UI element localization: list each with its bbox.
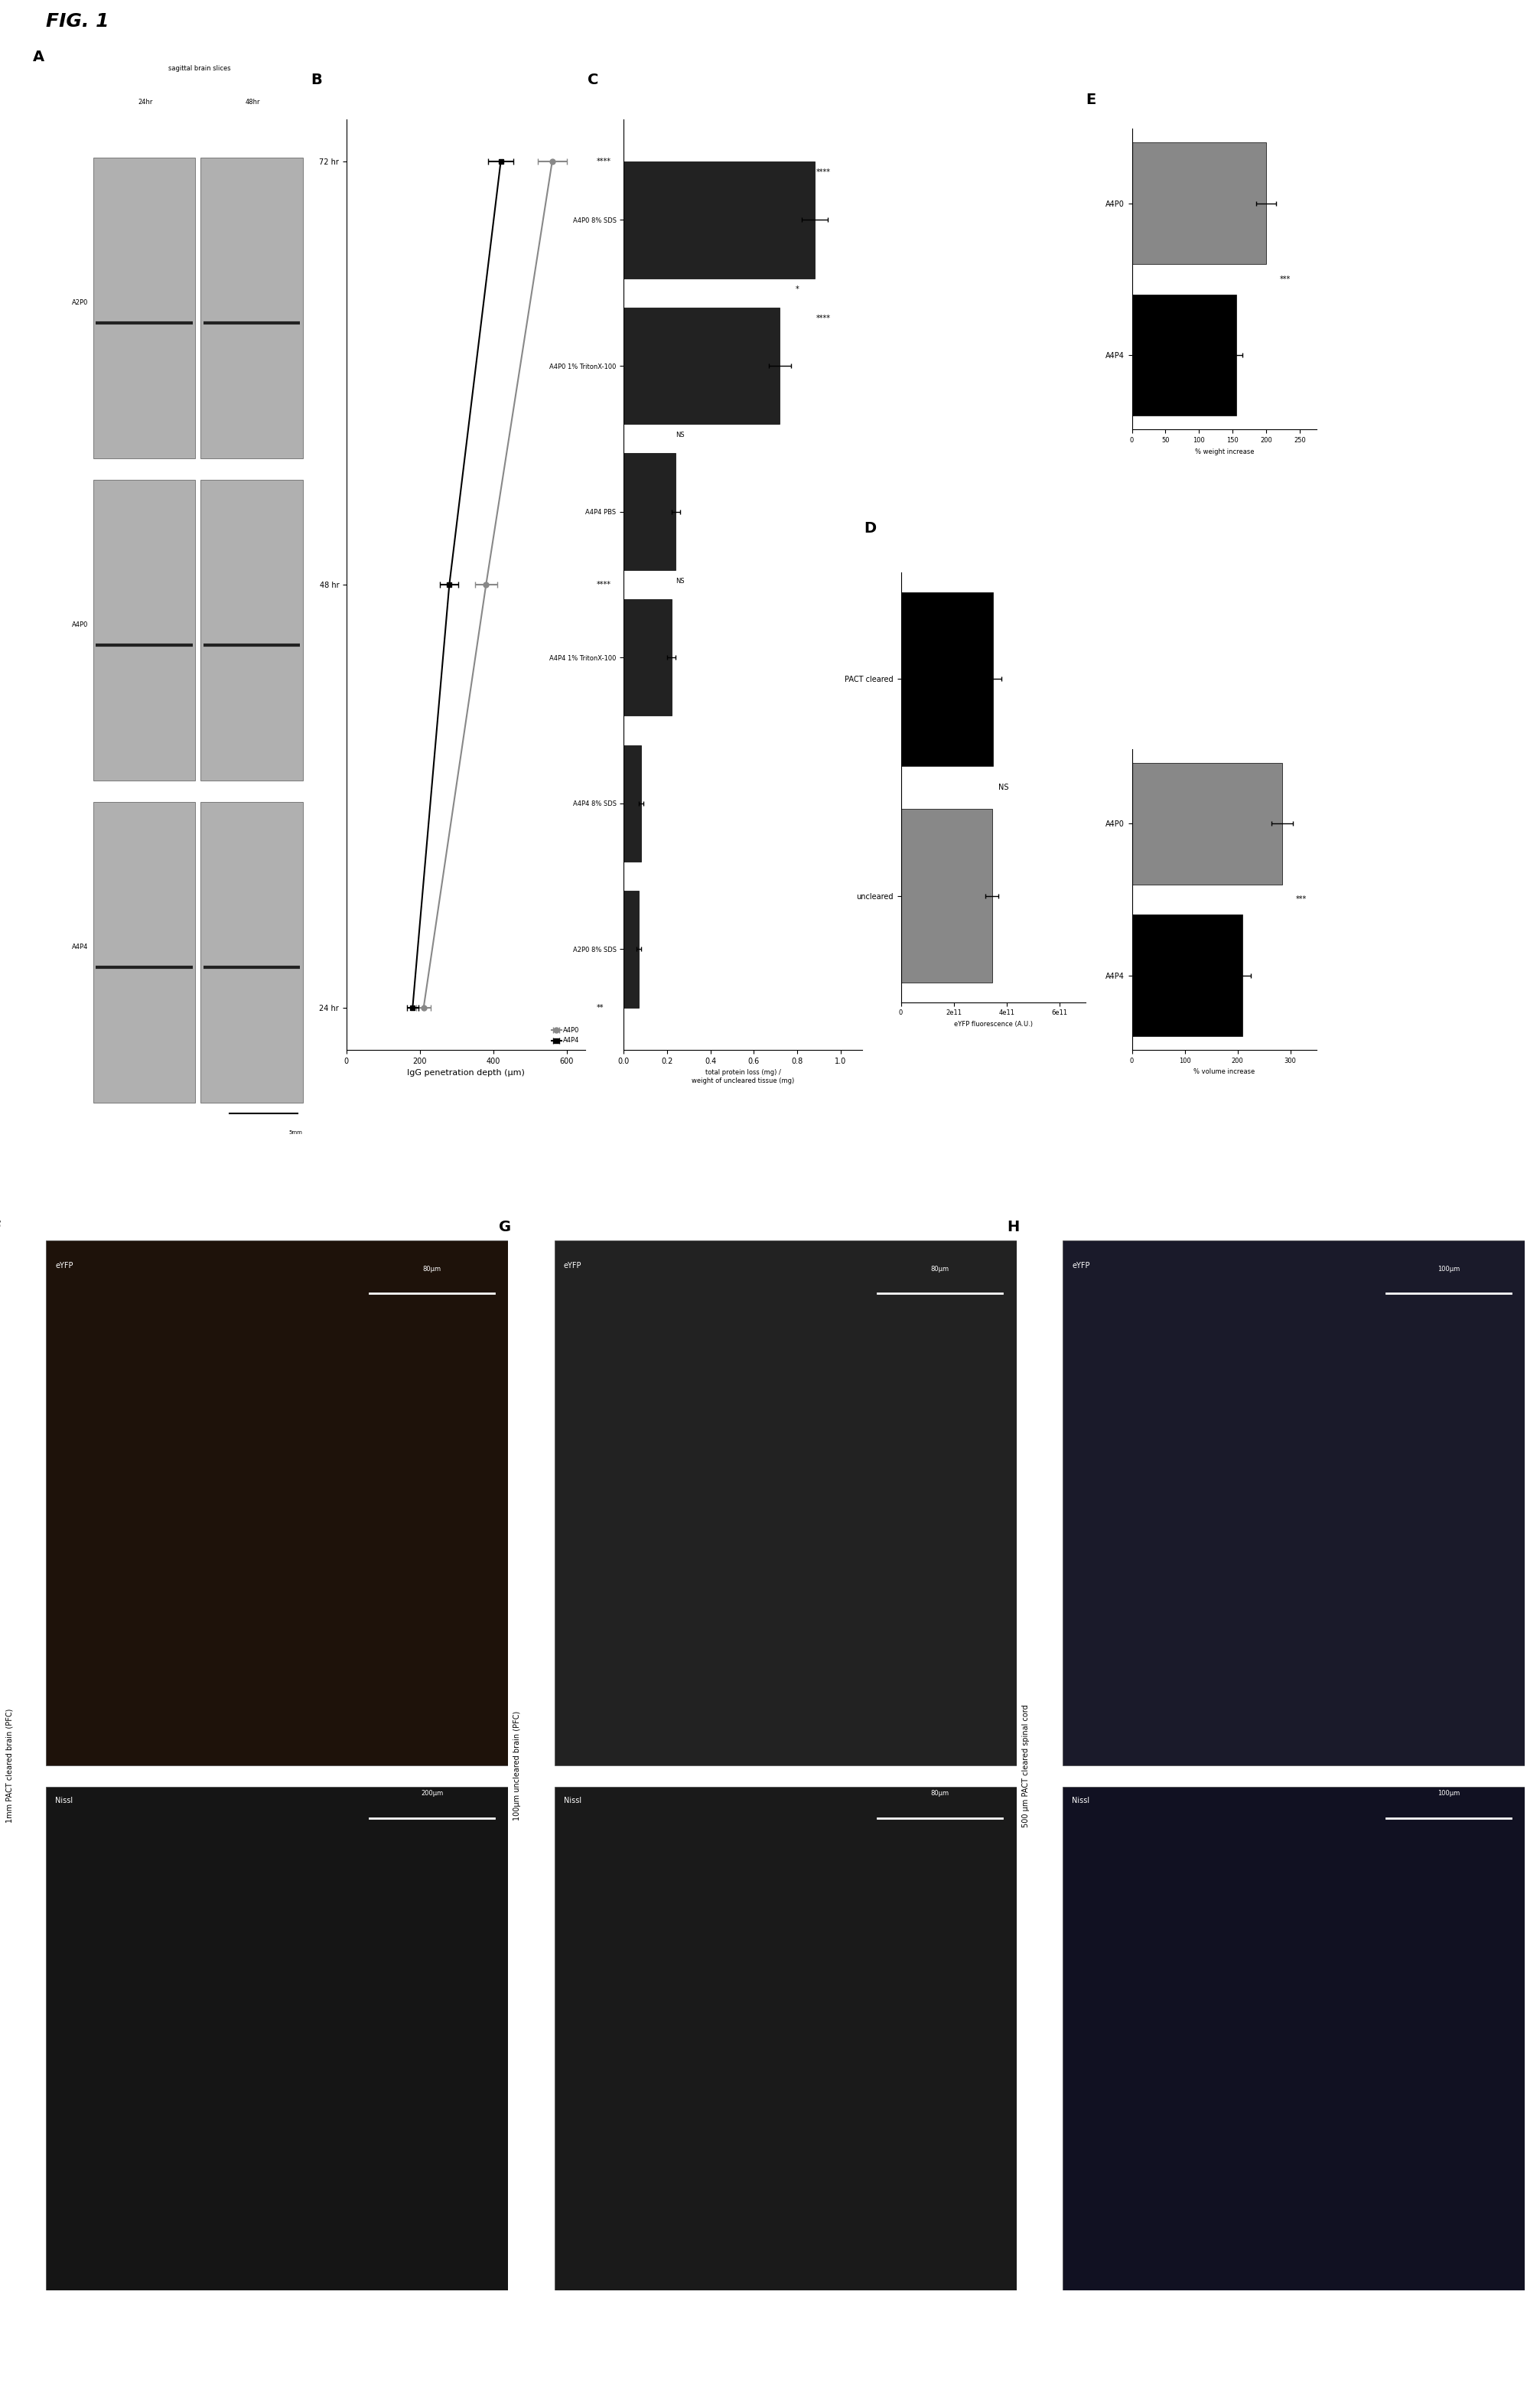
Text: 48hr: 48hr: [245, 98, 260, 105]
Text: 100μm: 100μm: [1437, 1790, 1460, 1797]
Bar: [1132, 764, 1283, 885]
Bar: [94, 802, 196, 1102]
X-axis label: % volume increase: % volume increase: [1194, 1069, 1255, 1076]
Bar: [46, 1241, 508, 1766]
X-axis label: % weight increase: % weight increase: [1195, 449, 1254, 456]
Bar: [200, 802, 303, 1102]
Text: ***: ***: [1280, 274, 1291, 284]
Text: A: A: [34, 50, 45, 64]
X-axis label: total protein loss (mg) /
weight of uncleared tissue (mg): total protein loss (mg) / weight of uncl…: [691, 1069, 795, 1083]
Bar: [1063, 1787, 1525, 2291]
Text: eYFP: eYFP: [55, 1262, 74, 1269]
Text: 80μm: 80μm: [932, 1790, 949, 1797]
Bar: [624, 890, 639, 1007]
Bar: [624, 308, 779, 425]
Text: D: D: [864, 520, 876, 534]
Bar: [554, 1787, 1016, 2291]
Text: G: G: [499, 1219, 511, 1234]
Bar: [901, 592, 993, 766]
Bar: [624, 162, 815, 279]
Text: 1mm PACT cleared brain (PFC): 1mm PACT cleared brain (PFC): [6, 1708, 12, 1823]
Bar: [624, 453, 676, 570]
Text: Nissl: Nissl: [1072, 1797, 1089, 1804]
Bar: [624, 744, 641, 861]
Text: 24hr: 24hr: [139, 98, 152, 105]
Legend: A4P0, A4P4: A4P0, A4P4: [550, 1024, 582, 1047]
Text: **: **: [596, 1005, 604, 1012]
Text: ****: ****: [596, 157, 611, 165]
Text: A4P4: A4P4: [72, 942, 88, 950]
Bar: [200, 480, 303, 780]
Text: A2P0: A2P0: [72, 298, 88, 305]
Text: 5mm: 5mm: [290, 1131, 303, 1136]
Text: FIG. 1: FIG. 1: [46, 12, 109, 31]
Text: 500 μm PACT cleared spinal cord: 500 μm PACT cleared spinal cord: [1023, 1704, 1029, 1828]
Bar: [1132, 293, 1237, 415]
Text: NS: NS: [676, 432, 685, 439]
Text: 100μm uncleared brain (PFC): 100μm uncleared brain (PFC): [514, 1711, 521, 1821]
X-axis label: IgG penetration depth (μm): IgG penetration depth (μm): [407, 1069, 525, 1076]
Text: C: C: [588, 74, 599, 88]
Text: 100μm: 100μm: [1437, 1265, 1460, 1272]
Bar: [554, 1241, 1016, 1766]
Text: 80μm: 80μm: [424, 1265, 440, 1272]
Text: NS: NS: [676, 577, 685, 585]
Bar: [94, 157, 196, 458]
Text: H: H: [1007, 1219, 1019, 1234]
Text: 200μm: 200μm: [420, 1790, 444, 1797]
Bar: [46, 1787, 508, 2291]
Text: eYFP: eYFP: [1072, 1262, 1090, 1269]
Text: ****: ****: [816, 315, 830, 322]
Text: ****: ****: [596, 580, 611, 589]
Text: sagittal brain slices: sagittal brain slices: [168, 64, 231, 72]
Text: E: E: [1086, 93, 1096, 107]
Text: 80μm: 80μm: [932, 1265, 949, 1272]
Text: eYFP: eYFP: [564, 1262, 582, 1269]
X-axis label: eYFP fluorescence (A.U.): eYFP fluorescence (A.U.): [953, 1021, 1033, 1028]
Bar: [1132, 914, 1243, 1036]
Text: A4P0: A4P0: [72, 620, 88, 628]
Bar: [1063, 1241, 1525, 1766]
Bar: [94, 480, 196, 780]
Bar: [901, 809, 992, 983]
Bar: [1132, 143, 1266, 265]
Text: Nissl: Nissl: [564, 1797, 581, 1804]
Text: ***: ***: [1295, 895, 1306, 904]
Text: Nissl: Nissl: [55, 1797, 72, 1804]
Text: B: B: [311, 74, 322, 88]
Bar: [200, 157, 303, 458]
Text: NS: NS: [998, 783, 1009, 792]
Bar: [624, 599, 671, 716]
Text: ****: ****: [816, 169, 830, 177]
Text: *: *: [796, 286, 799, 293]
